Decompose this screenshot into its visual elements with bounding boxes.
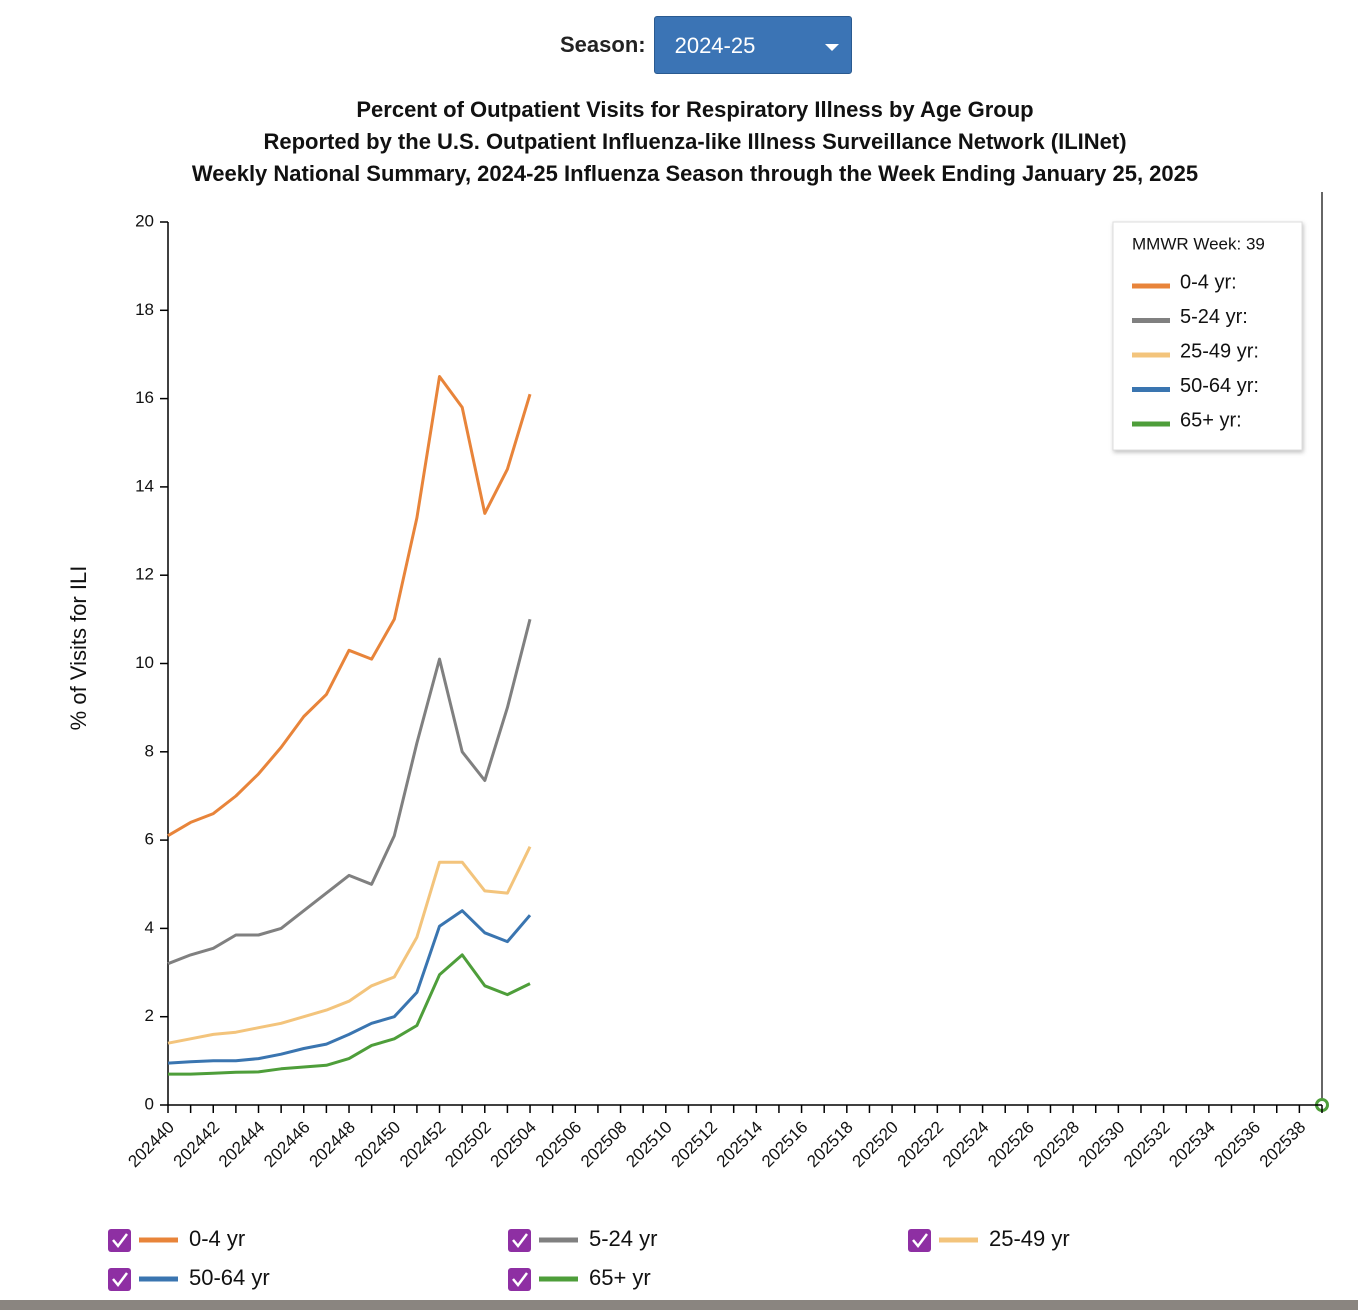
y-tick-label: 2 [145,1006,154,1025]
chart-title: Percent of Outpatient Visits for Respira… [356,97,1033,122]
x-tick-label: 202510 [622,1118,676,1172]
x-tick-label: 202444 [215,1118,269,1172]
x-tick-label: 202524 [939,1118,993,1172]
season-selector: Season: 2024-25 [560,16,852,74]
y-tick-label: 20 [135,211,154,230]
x-tick-label: 202526 [984,1118,1038,1172]
legend-item[interactable]: 50-64 yr [108,1265,270,1291]
x-tick-label: 202452 [396,1118,450,1172]
legend-checkbox[interactable] [508,1268,531,1291]
series-line [167,618,532,966]
legend-checkbox[interactable] [108,1229,131,1252]
y-tick-label: 8 [145,741,154,760]
y-tick-label: 12 [135,565,154,584]
x-tick-label: 202446 [260,1118,314,1172]
y-axis-label: % of Visits for ILI [66,566,91,731]
x-tick-label: 202450 [351,1118,405,1172]
tooltip-label: 50-64 yr: [1180,375,1259,397]
tooltip-label: 5-24 yr: [1180,306,1248,328]
hover-marker [1315,1098,1329,1112]
y-tick-label: 14 [135,476,154,495]
y-tick-label: 0 [145,1094,154,1113]
series-line [167,909,532,1065]
checkmark [112,1233,128,1249]
checkmark [512,1233,528,1249]
legend-label: 65+ yr [589,1265,651,1290]
x-tick-label: 202520 [849,1118,903,1172]
legend-label: 0-4 yr [189,1226,245,1251]
x-tick-label: 202536 [1211,1118,1265,1172]
tooltip-box [1112,221,1303,451]
tooltip-label: 0-4 yr: [1180,271,1237,293]
legend-item[interactable]: 25-49 yr [908,1226,1070,1252]
y-tick-label: 10 [135,653,154,672]
x-tick-label: 202512 [668,1118,722,1172]
y-tick-label: 18 [135,300,154,319]
x-tick-label: 202502 [441,1118,495,1172]
bottom-strip [0,1300,1358,1310]
x-tick-label: 202504 [486,1118,540,1172]
tooltip-label: 25-49 yr: [1180,340,1259,362]
x-tick-label: 202528 [1030,1118,1084,1172]
legend-item[interactable]: 65+ yr [508,1265,651,1291]
x-tick-label: 202506 [532,1118,586,1172]
x-tick-label: 202514 [713,1118,767,1172]
x-tick-label: 202516 [758,1118,812,1172]
y-tick-label: 6 [145,830,154,849]
chart-title: Weekly National Summary, 2024-25 Influen… [192,161,1198,186]
series-line [168,953,531,1076]
tooltip: MMWR Week: 39 0-4 yr: 5-24 yr: 25-49 yr: 50-… [1112,221,1303,451]
x-tick-label: 202532 [1120,1118,1174,1172]
series-line [167,375,532,837]
season-label: Season: [560,32,646,57]
legend-checkbox[interactable] [508,1229,531,1252]
x-tick-label: 202530 [1075,1118,1129,1172]
legend-label: 25-49 yr [989,1226,1070,1251]
x-tick-label: 202440 [124,1118,178,1172]
chart-title: Reported by the U.S. Outpatient Influenz… [263,129,1126,154]
series-line [167,846,532,1045]
x-tick-label: 202538 [1256,1118,1310,1172]
y-tick-label: 4 [145,918,154,937]
legend-checkbox[interactable] [108,1268,131,1291]
checkmark [512,1272,528,1288]
legend-label: 5-24 yr [589,1226,657,1251]
legend-item[interactable]: 0-4 yr [108,1226,245,1252]
x-tick-label: 202522 [894,1118,948,1172]
x-tick-label: 202518 [803,1118,857,1172]
season-dropdown[interactable]: 2024-25 [653,16,852,74]
x-tick-label: 202448 [305,1118,359,1172]
legend-item[interactable]: 5-24 yr [508,1226,657,1252]
legend-checkbox[interactable] [908,1229,931,1252]
x-tick-label: 202534 [1165,1118,1219,1172]
x-tick-label: 202508 [577,1118,631,1172]
checkmark [912,1233,928,1249]
checkmark [112,1272,128,1288]
y-tick-label: 16 [135,388,154,407]
x-tick-label: 202442 [170,1118,224,1172]
legend-label: 50-64 yr [189,1265,270,1290]
tooltip-title: MMWR Week: 39 [1132,234,1265,253]
tooltip-label: 65+ yr: [1180,409,1242,431]
